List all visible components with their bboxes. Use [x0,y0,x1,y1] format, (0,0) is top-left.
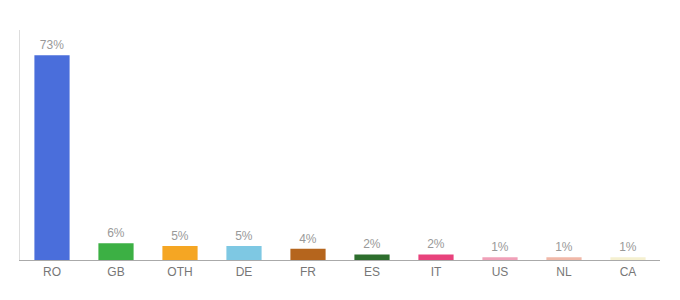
svg-text:1%: 1% [491,240,509,254]
svg-text:OTH: OTH [167,265,192,279]
svg-text:IT: IT [431,265,442,279]
svg-text:2%: 2% [363,237,381,251]
svg-text:RO: RO [43,265,61,279]
svg-text:FR: FR [300,265,316,279]
svg-text:2%: 2% [427,237,445,251]
svg-text:1%: 1% [619,240,637,254]
svg-text:GB: GB [107,265,124,279]
svg-text:73%: 73% [40,38,64,52]
svg-text:4%: 4% [299,232,317,246]
svg-text:CA: CA [620,265,637,279]
svg-text:ES: ES [364,265,380,279]
svg-text:NL: NL [556,265,572,279]
svg-text:5%: 5% [235,229,253,243]
svg-text:1%: 1% [555,240,573,254]
svg-text:5%: 5% [171,229,189,243]
svg-text:6%: 6% [107,226,125,240]
svg-text:US: US [492,265,509,279]
svg-text:DE: DE [236,265,253,279]
